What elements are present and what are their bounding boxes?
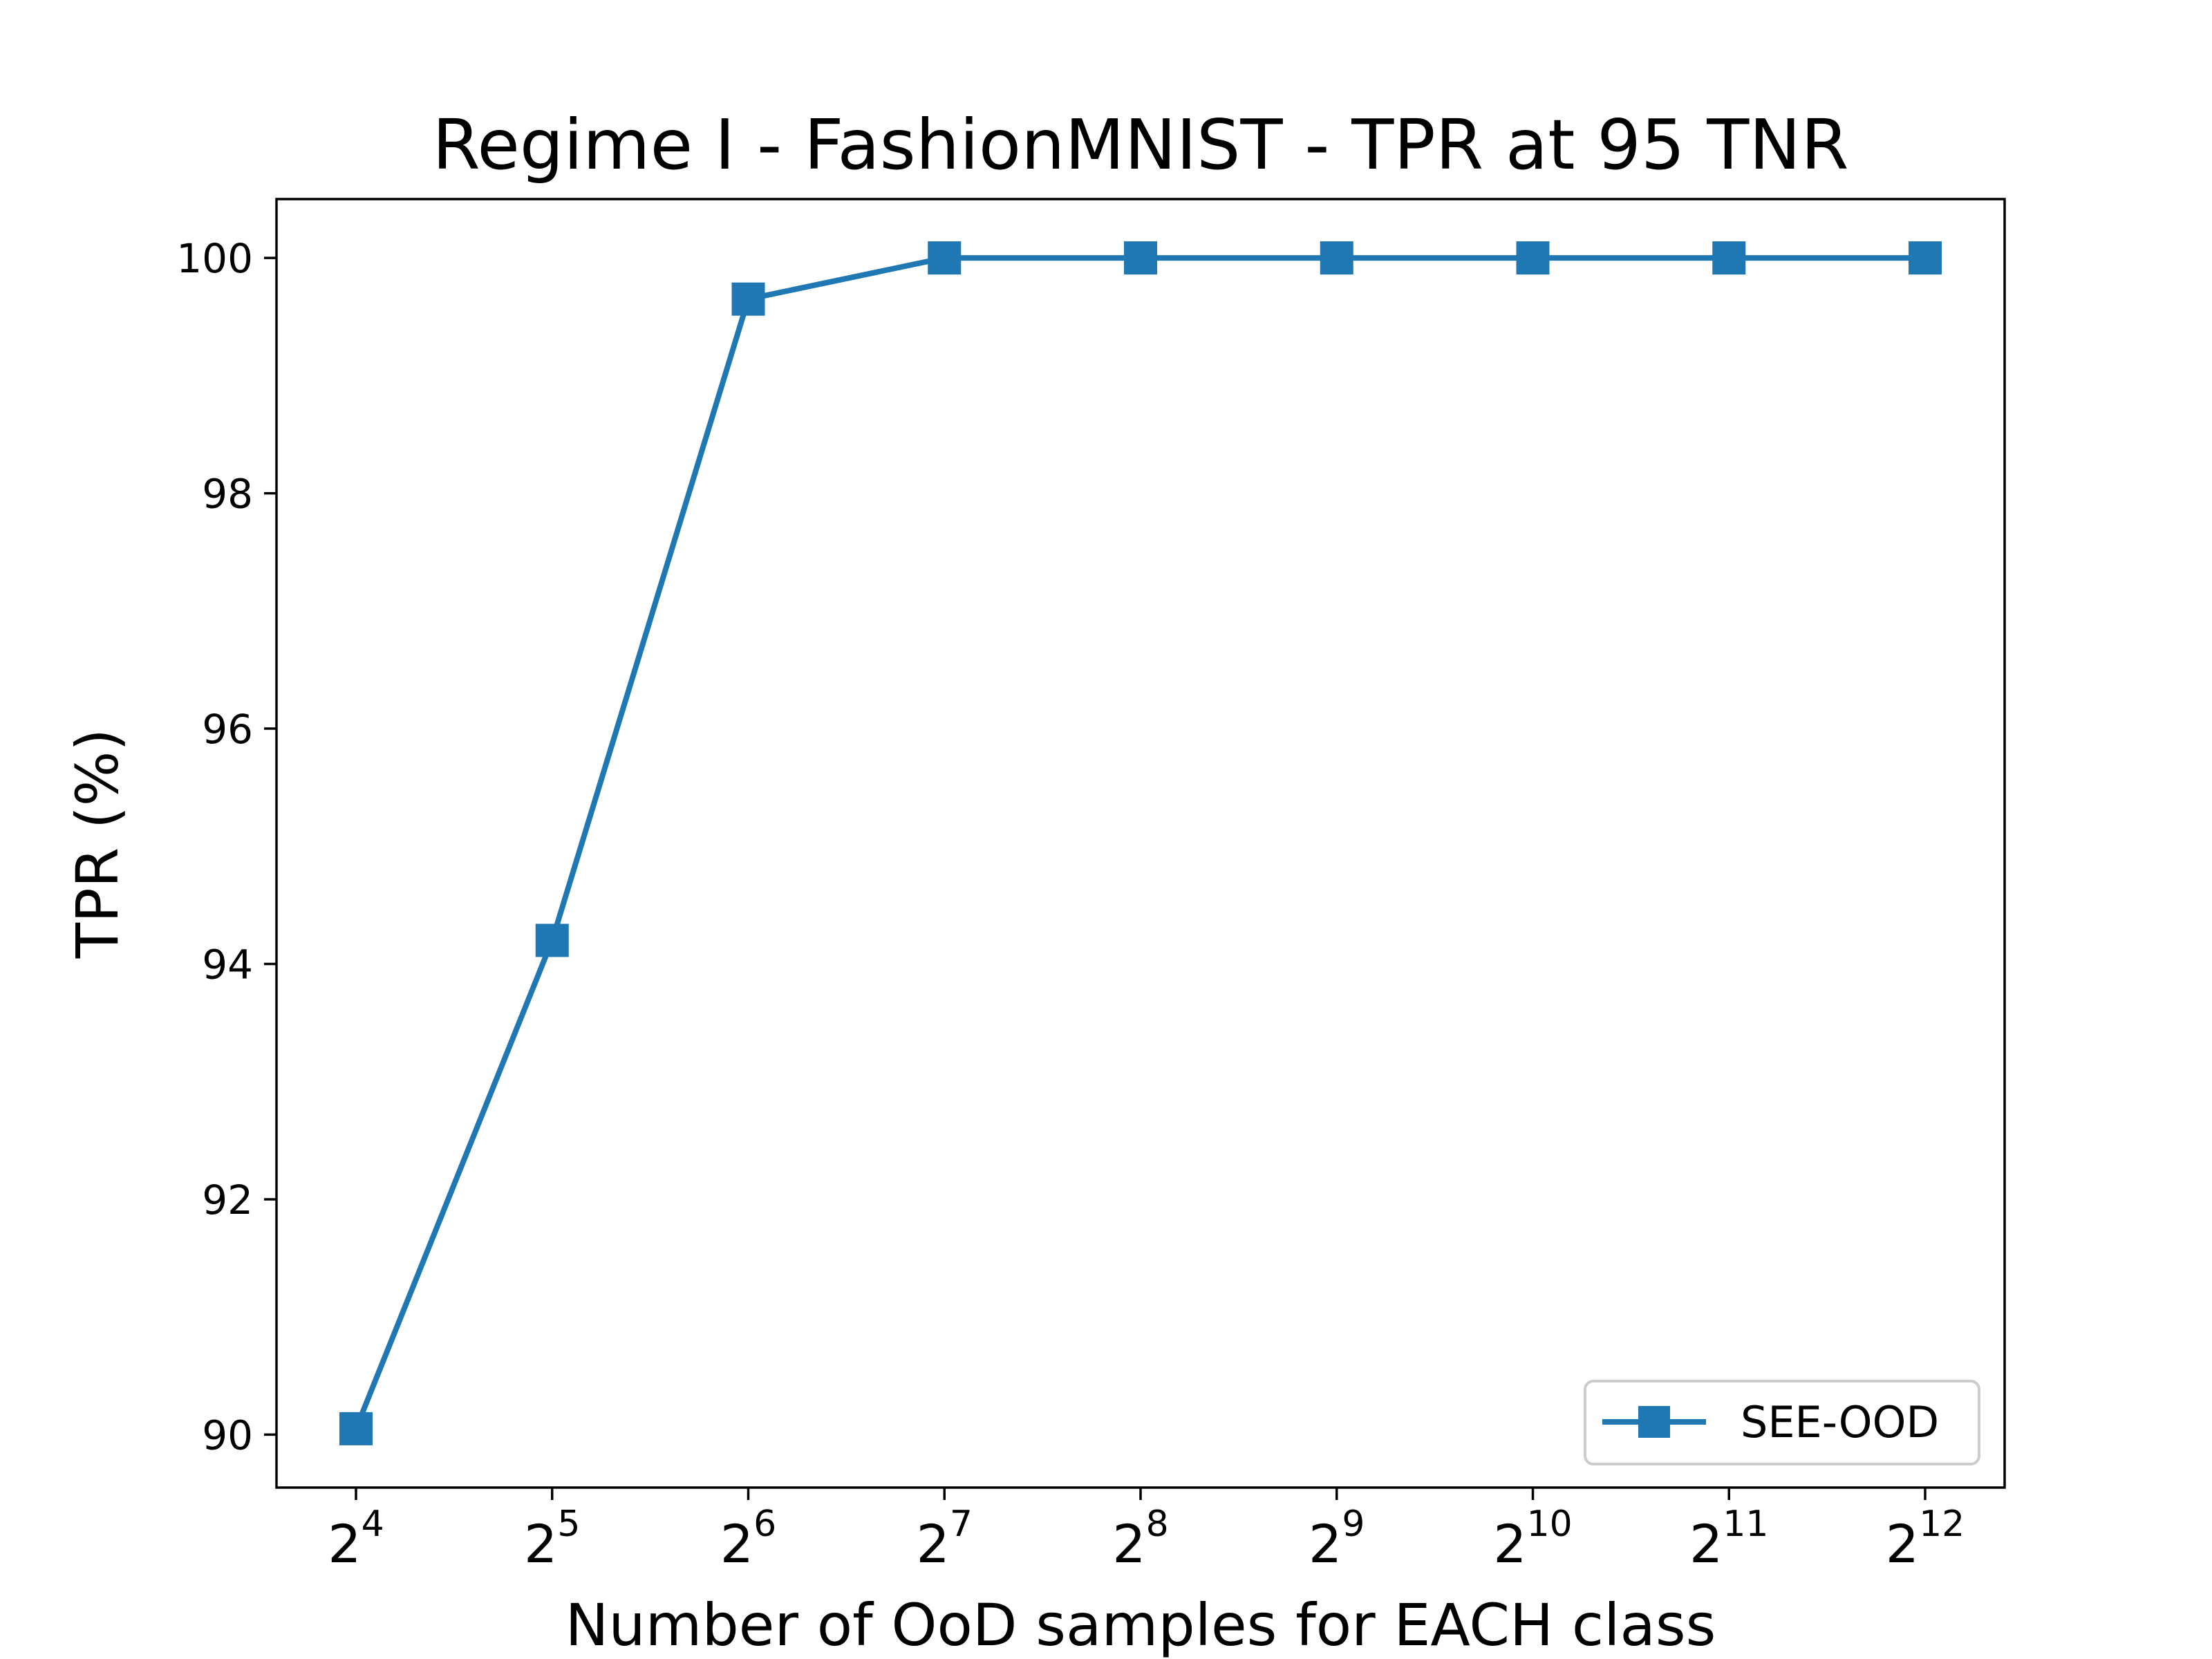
x-tick-exponent: 6 [753,1503,776,1545]
legend: SEE-OOD [1584,1380,1980,1465]
data-point [731,282,765,316]
x-tick-label: 210 [1493,1503,1573,1575]
x-tick-label: 27 [917,1503,973,1575]
data-point [535,924,569,957]
x-tick-label: 28 [1112,1503,1168,1575]
chart-title: Regime I - FashionMNIST - TPR at 95 TNR [432,104,1848,185]
x-tick-base: 2 [1309,1513,1342,1575]
x-tick-label: 25 [524,1503,580,1575]
y-axis-label: TPR (%) [64,729,131,959]
series-line [353,255,1925,1430]
y-tick-label: 94 [202,941,253,988]
data-point [1124,241,1157,275]
x-tick-exponent: 5 [557,1503,580,1545]
y-tick-label: 98 [202,471,253,518]
plot-frame [275,198,2006,1489]
x-tick-base: 2 [1689,1513,1723,1575]
x-axis-label: Number of OoD samples for EACH class [565,1591,1716,1659]
x-tick-label: 212 [1886,1503,1965,1575]
y-tick-label: 90 [202,1412,253,1459]
x-tick-base: 2 [720,1513,753,1575]
x-tick-label: 24 [328,1503,384,1575]
data-point [1516,241,1550,275]
x-tick-label: 26 [720,1503,776,1575]
legend-box [1584,1380,1980,1465]
x-tick-label: 211 [1689,1503,1769,1575]
x-tick-exponent: 11 [1723,1503,1768,1545]
x-tick-exponent: 12 [1919,1503,1965,1545]
data-point [928,241,962,275]
data-point [1712,241,1746,275]
x-tick-exponent: 10 [1527,1503,1573,1545]
x-tick-exponent: 7 [950,1503,973,1545]
data-point [339,1412,373,1445]
x-tick-exponent: 8 [1146,1503,1169,1545]
series-see-ood [339,241,1942,1445]
data-point [1909,241,1942,275]
x-axis-ticks: 24 25 26 27 28 29 210 211 212 [328,1488,1965,1575]
y-tick-label: 92 [202,1177,253,1224]
y-tick-label: 100 [176,235,253,282]
x-tick-exponent: 4 [362,1503,384,1545]
data-point [1320,241,1353,275]
x-tick-base: 2 [917,1513,950,1575]
y-axis-ticks: 90 92 94 96 98 100 [176,235,276,1459]
x-tick-exponent: 9 [1342,1503,1365,1545]
x-tick-base: 2 [524,1513,557,1575]
x-tick-base: 2 [328,1513,361,1575]
legend-marker [1638,1406,1670,1438]
x-tick-base: 2 [1493,1513,1526,1575]
x-tick-base: 2 [1112,1513,1145,1575]
x-tick-label: 29 [1309,1503,1365,1575]
x-tick-base: 2 [1886,1513,1919,1575]
y-tick-label: 96 [202,706,253,753]
legend-label-see-ood: SEE-OOD [1741,1397,1939,1447]
